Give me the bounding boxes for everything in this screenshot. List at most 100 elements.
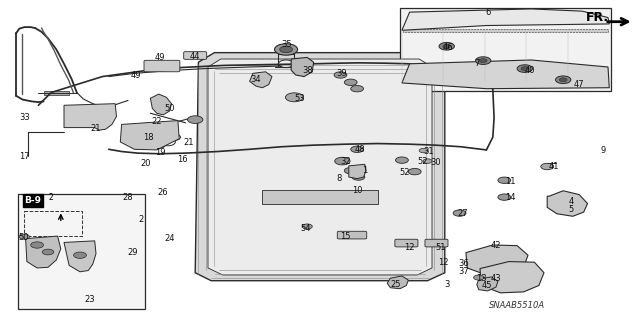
Circle shape [423,159,432,163]
Text: 45: 45 [481,281,492,290]
Circle shape [42,249,54,255]
Circle shape [559,78,567,82]
Circle shape [351,146,364,152]
Circle shape [129,127,140,132]
Polygon shape [120,121,179,150]
Text: FR.: FR. [586,11,609,24]
Text: 44: 44 [190,52,200,61]
Text: 37: 37 [459,267,469,276]
Text: 4: 4 [568,197,573,206]
Polygon shape [547,191,588,216]
Circle shape [408,168,421,175]
Text: 7: 7 [474,59,479,68]
Polygon shape [208,59,432,275]
Circle shape [74,252,86,258]
FancyBboxPatch shape [144,60,180,72]
Text: 38: 38 [302,66,312,75]
Text: 2: 2 [49,193,54,202]
Text: 15: 15 [340,232,351,241]
Text: 53: 53 [294,94,305,103]
Text: 25: 25 [390,280,401,289]
Polygon shape [64,104,116,130]
Text: 52: 52 [399,168,410,177]
Circle shape [556,76,571,84]
Bar [44,91,69,95]
Text: 32: 32 [340,157,351,166]
Text: 27: 27 [458,209,468,218]
Circle shape [160,126,170,131]
Polygon shape [466,245,528,275]
Polygon shape [26,236,61,268]
Text: 46: 46 [443,43,453,52]
Polygon shape [250,72,272,88]
Circle shape [498,194,511,200]
Circle shape [188,116,203,123]
Text: 12: 12 [438,258,449,267]
Circle shape [439,42,454,50]
Circle shape [443,44,451,48]
Circle shape [163,132,173,137]
Circle shape [474,275,484,280]
Circle shape [344,167,357,174]
Text: 19: 19 [155,148,165,157]
Text: 50: 50 [19,233,29,242]
Text: 28: 28 [123,193,133,202]
Text: SNAAB5510A: SNAAB5510A [489,301,545,310]
Text: 33: 33 [19,113,29,122]
Circle shape [294,63,310,70]
Text: 9: 9 [600,146,605,155]
Circle shape [19,234,29,239]
Circle shape [396,157,408,163]
Circle shape [31,242,44,248]
Text: 51: 51 [435,243,445,252]
Text: 16: 16 [177,155,188,164]
Circle shape [498,177,511,183]
Circle shape [419,148,428,153]
Circle shape [280,46,292,53]
Circle shape [344,79,357,85]
Circle shape [285,93,303,102]
Polygon shape [480,262,544,293]
Text: 43: 43 [491,274,501,283]
Text: 47: 47 [574,80,584,89]
Bar [400,8,611,91]
Circle shape [81,110,98,118]
Circle shape [541,163,554,170]
Text: 50: 50 [164,104,175,113]
Polygon shape [64,241,96,272]
Circle shape [334,72,347,78]
Text: 2: 2 [138,215,143,224]
Circle shape [335,157,350,165]
Polygon shape [291,57,314,77]
FancyBboxPatch shape [395,239,418,247]
Bar [18,194,145,309]
Circle shape [352,174,365,180]
Text: 6: 6 [486,8,491,17]
Polygon shape [150,94,172,115]
Text: 23: 23 [84,295,95,304]
Text: 11: 11 [506,177,516,186]
Circle shape [476,57,491,64]
Polygon shape [477,277,498,291]
Circle shape [145,124,156,130]
Text: 8: 8 [337,174,342,183]
Text: 35: 35 [282,40,292,49]
Text: 41: 41 [549,162,559,171]
Bar [403,29,608,32]
Circle shape [275,44,298,55]
FancyBboxPatch shape [184,52,207,59]
Polygon shape [195,53,445,281]
Text: 21: 21 [184,138,194,147]
Text: 36: 36 [459,259,469,268]
Text: 52: 52 [417,157,428,166]
Text: 54: 54 [301,224,311,233]
FancyBboxPatch shape [425,239,448,247]
Bar [24,211,82,236]
Polygon shape [402,9,609,30]
Text: 18: 18 [143,133,154,142]
Polygon shape [262,190,378,204]
Polygon shape [402,60,609,89]
Text: 49: 49 [155,53,165,62]
Polygon shape [349,164,366,179]
Text: 26: 26 [158,188,168,197]
